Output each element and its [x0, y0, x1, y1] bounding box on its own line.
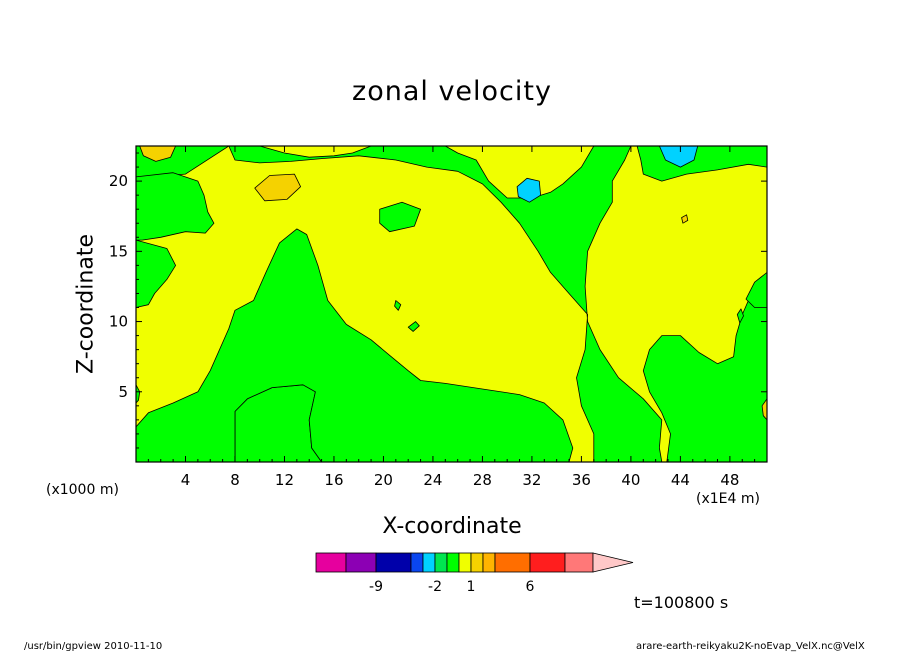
contour-region	[136, 384, 141, 404]
colorbar-segment	[345, 552, 377, 573]
colorbar-segment	[458, 552, 472, 573]
contour-region	[745, 271, 767, 308]
time-label: t=100800 s	[634, 593, 729, 612]
colorbar-segment	[482, 552, 496, 573]
contour-plot-area	[136, 146, 767, 462]
colorbar-extend-arrow	[592, 552, 634, 573]
colorbar-segment	[410, 552, 424, 573]
x-axis: 4 8 12 16 20 24 28 32 36 40 44 48	[147, 146, 756, 489]
y-tick-label: 10	[109, 313, 128, 331]
x-tick-label: 24	[423, 471, 442, 489]
contour-region	[139, 146, 177, 162]
contour-region	[761, 398, 767, 421]
contour-region	[136, 172, 215, 241]
contour-region	[254, 173, 302, 202]
contour-region	[642, 285, 767, 462]
colorbar-segment	[375, 552, 412, 573]
footer-program-date: /usr/bin/gpview 2010-11-10	[24, 641, 163, 652]
colorbar-segment	[422, 552, 436, 573]
x-tick-label: 16	[324, 471, 343, 489]
x-tick-label: 32	[522, 471, 541, 489]
contour-region	[407, 321, 420, 332]
contour-region	[659, 146, 699, 168]
y-axis-unit: (x1000 m)	[46, 482, 119, 498]
contour-region	[736, 308, 744, 324]
plot-frame	[135, 145, 768, 463]
x-tick-label: 44	[671, 471, 690, 489]
colorbar-segment	[470, 552, 484, 573]
x-tick-label: 36	[572, 471, 591, 489]
colorbar-tick-label: 1	[467, 579, 476, 595]
colorbar-segment	[315, 552, 347, 573]
colorbar-segment	[494, 552, 531, 573]
x-tick-label: 12	[275, 471, 294, 489]
x-tick-label: 8	[230, 471, 240, 489]
colorbar-segment	[564, 552, 594, 573]
y-tick-label: 5	[118, 383, 128, 401]
chart-title: zonal velocity	[352, 76, 552, 107]
x-axis-label: X-coordinate	[382, 514, 522, 539]
footer-file-name: arare-earth-reikyaku2K-noEvap_VelX.nc@Ve…	[636, 641, 865, 652]
x-tick-label: 40	[621, 471, 640, 489]
colorbar-tick-label: -2	[428, 579, 442, 595]
contour-region	[516, 177, 541, 203]
colorbar-segment	[529, 552, 566, 573]
colorbar: -9 -2 1 6	[315, 552, 634, 595]
contour-region	[379, 201, 422, 233]
y-axis-label: Z-coordinate	[73, 234, 99, 374]
colorbar-tick-label: 6	[526, 579, 535, 595]
x-axis-unit: (x1E4 m)	[696, 491, 760, 507]
contour-region	[228, 146, 663, 462]
contour-region	[394, 300, 402, 311]
x-tick-label: 4	[181, 471, 191, 489]
x-tick-label: 28	[473, 471, 492, 489]
y-axis: 5 10 15 20	[109, 152, 767, 449]
contour-region	[136, 228, 574, 462]
colorbar-tick-label: -9	[369, 579, 383, 595]
x-tick-label: 20	[374, 471, 393, 489]
colorbar-segment	[434, 552, 448, 573]
contour-region	[681, 214, 689, 224]
colorbar-segment	[446, 552, 460, 573]
y-tick-label: 20	[109, 172, 128, 190]
y-tick-label: 15	[109, 242, 128, 260]
x-tick-label: 48	[720, 471, 739, 489]
